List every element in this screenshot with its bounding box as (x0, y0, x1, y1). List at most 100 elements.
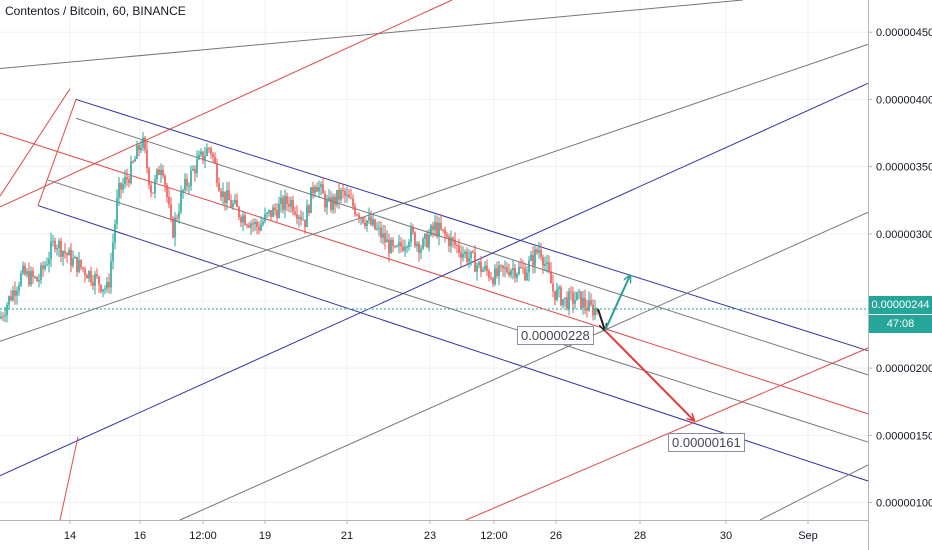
candle-body (2, 316, 4, 318)
y-tick-label: 0.00000300 (876, 229, 932, 241)
candle-body (392, 239, 394, 247)
candle-body (24, 265, 26, 275)
candle-body (362, 217, 364, 223)
candle-body (20, 272, 22, 286)
annotation-level-low[interactable]: 0.00000161 (668, 433, 745, 452)
candle-body (588, 300, 590, 311)
candle-body (124, 177, 126, 185)
candle-body (292, 199, 294, 212)
candle-body (84, 269, 86, 276)
candle-body (244, 215, 246, 225)
candle-body (344, 190, 346, 196)
candle-body (358, 214, 360, 219)
candle-body (290, 199, 292, 207)
x-tick-label: 16 (134, 530, 146, 542)
candle-body (160, 170, 162, 176)
candle-body (284, 196, 286, 210)
candle-body (168, 196, 170, 205)
candle-body (494, 268, 496, 285)
candle-body (580, 291, 582, 309)
candle-body (528, 260, 530, 273)
candle-body (4, 315, 6, 317)
channel-line (0, 132, 869, 415)
candle-body (306, 205, 308, 228)
diagonal-line (465, 347, 869, 521)
candle-body (54, 240, 56, 250)
candle-body (172, 218, 174, 238)
candle-body (322, 184, 324, 194)
candle-body (452, 237, 454, 240)
candle-body (182, 189, 184, 193)
candle-body (98, 276, 100, 285)
candle-body (224, 191, 226, 203)
candle-body (396, 245, 398, 247)
candle-body (186, 178, 188, 187)
candle-body (464, 251, 466, 254)
candle-body (122, 184, 124, 190)
candle-body (282, 197, 284, 210)
candle-body (38, 280, 40, 282)
diagonal-line (0, 82, 869, 477)
candle-body (372, 219, 374, 225)
candle-body (162, 170, 164, 176)
candle-body (526, 272, 528, 281)
candle-body (148, 168, 150, 185)
candle-body (62, 251, 64, 257)
candle-body (156, 169, 158, 180)
candle-body (470, 251, 472, 259)
candle-body (102, 289, 104, 292)
candle-body (342, 189, 344, 191)
diagonal-line (0, 0, 453, 208)
candle-body (400, 242, 402, 247)
candle-body (388, 239, 390, 254)
projection-arrow (597, 308, 605, 330)
candle-body (468, 258, 470, 262)
candle-body (272, 207, 274, 217)
candle-body (188, 185, 190, 187)
diagonal-line (59, 436, 79, 521)
candle-body (246, 224, 248, 226)
candle-body (222, 191, 224, 198)
y-tick-label: 0.00000150 (876, 430, 932, 442)
candle-body (56, 248, 58, 250)
time-axis-bg (0, 520, 868, 550)
channel-line (47, 179, 869, 443)
candle-body (308, 205, 310, 214)
candle-body (88, 271, 90, 279)
candle-body (492, 278, 494, 285)
candle-body (554, 290, 556, 300)
candle-body (448, 236, 450, 247)
candle-body (26, 271, 28, 275)
candle-body (40, 265, 42, 281)
candle-body (332, 196, 334, 210)
candle-body (126, 177, 128, 180)
candle-body (252, 223, 254, 225)
candle-body (296, 214, 298, 219)
candle-body (16, 290, 18, 296)
diagonal-line (759, 464, 869, 521)
price-axis-bg (868, 0, 932, 550)
candle-body (334, 196, 336, 205)
candle-body (576, 292, 578, 301)
candle-body (442, 229, 444, 231)
candle-body (316, 186, 318, 192)
candle-body (80, 259, 82, 268)
candle-body (192, 168, 194, 171)
candle-body (270, 210, 272, 217)
time-axis[interactable]: 14 16 12:00 19 21 23 12:00 26 28 30 Sep (0, 520, 868, 550)
candle-body (106, 281, 108, 289)
candle-body (196, 159, 198, 174)
price-axis[interactable]: 0.000001000.000001500.000002000.00000250… (868, 0, 932, 550)
candle-body (324, 193, 326, 208)
candle-body (568, 291, 570, 309)
candle-body (484, 265, 486, 270)
annotation-level-mid[interactable]: 0.00000228 (517, 326, 594, 345)
candle-body (592, 304, 594, 316)
candle-body (456, 244, 458, 246)
candle-body (446, 234, 448, 237)
candle-body (10, 296, 12, 301)
candle-body (440, 222, 442, 230)
candle-body (274, 207, 276, 211)
candle-body (276, 210, 278, 218)
